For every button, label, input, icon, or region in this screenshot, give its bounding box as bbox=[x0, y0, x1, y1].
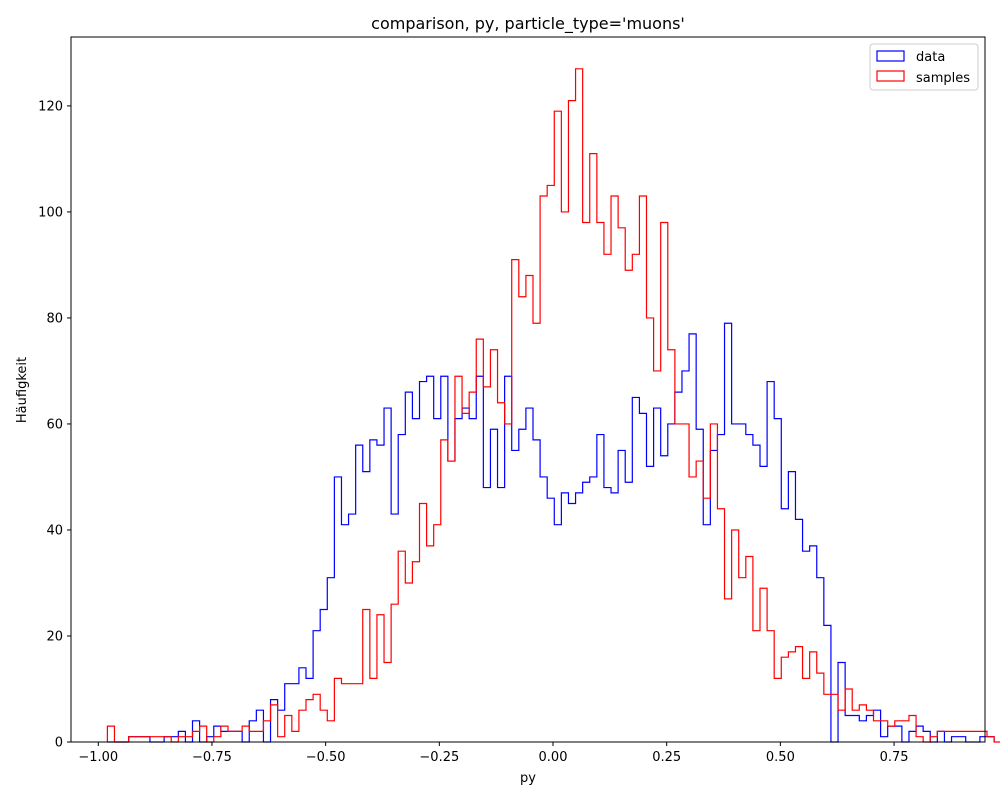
legend-label-data: data bbox=[916, 50, 945, 65]
y-tick-label: 120 bbox=[38, 99, 63, 114]
x-tick-label: 0.50 bbox=[766, 750, 795, 765]
y-axis: 0 20 40 60 80 100 120 bbox=[38, 99, 71, 751]
x-tick-label: −0.75 bbox=[192, 750, 232, 765]
series-line-data bbox=[107, 322, 995, 743]
series-group bbox=[106, 68, 1000, 743]
legend-label-samples: samples bbox=[916, 71, 970, 86]
y-tick-label: 80 bbox=[46, 311, 63, 326]
y-tick-label: 0 bbox=[55, 736, 63, 751]
plot-area bbox=[70, 36, 1000, 743]
x-axis-label: py bbox=[520, 771, 536, 786]
x-tick-label: 0.25 bbox=[652, 750, 681, 765]
legend: data samples bbox=[869, 43, 979, 91]
y-tick-label: 40 bbox=[46, 523, 63, 538]
x-tick-label: 0.75 bbox=[880, 750, 909, 765]
y-tick-label: 100 bbox=[38, 205, 63, 220]
legend-swatch-samples bbox=[876, 70, 905, 82]
y-tick-label: 60 bbox=[46, 417, 63, 432]
x-tick-label: −0.50 bbox=[306, 750, 346, 765]
x-tick-label: −0.25 bbox=[419, 750, 459, 765]
series-line-samples bbox=[106, 68, 1000, 743]
y-tick-label: 20 bbox=[46, 629, 63, 644]
legend-box bbox=[869, 43, 979, 91]
x-axis: −1.00 −0.75 −0.50 −0.25 0.00 0.25 0.50 0.75 bbox=[78, 742, 909, 765]
y-axis-label: Häufigkeit bbox=[15, 357, 30, 423]
chart-title: comparison, py, particle_type='muons' bbox=[371, 14, 685, 34]
axes-frame bbox=[70, 36, 986, 743]
x-tick-label: 0.00 bbox=[539, 750, 568, 765]
legend-swatch-data bbox=[876, 50, 905, 62]
x-tick-label: −1.00 bbox=[78, 750, 118, 765]
